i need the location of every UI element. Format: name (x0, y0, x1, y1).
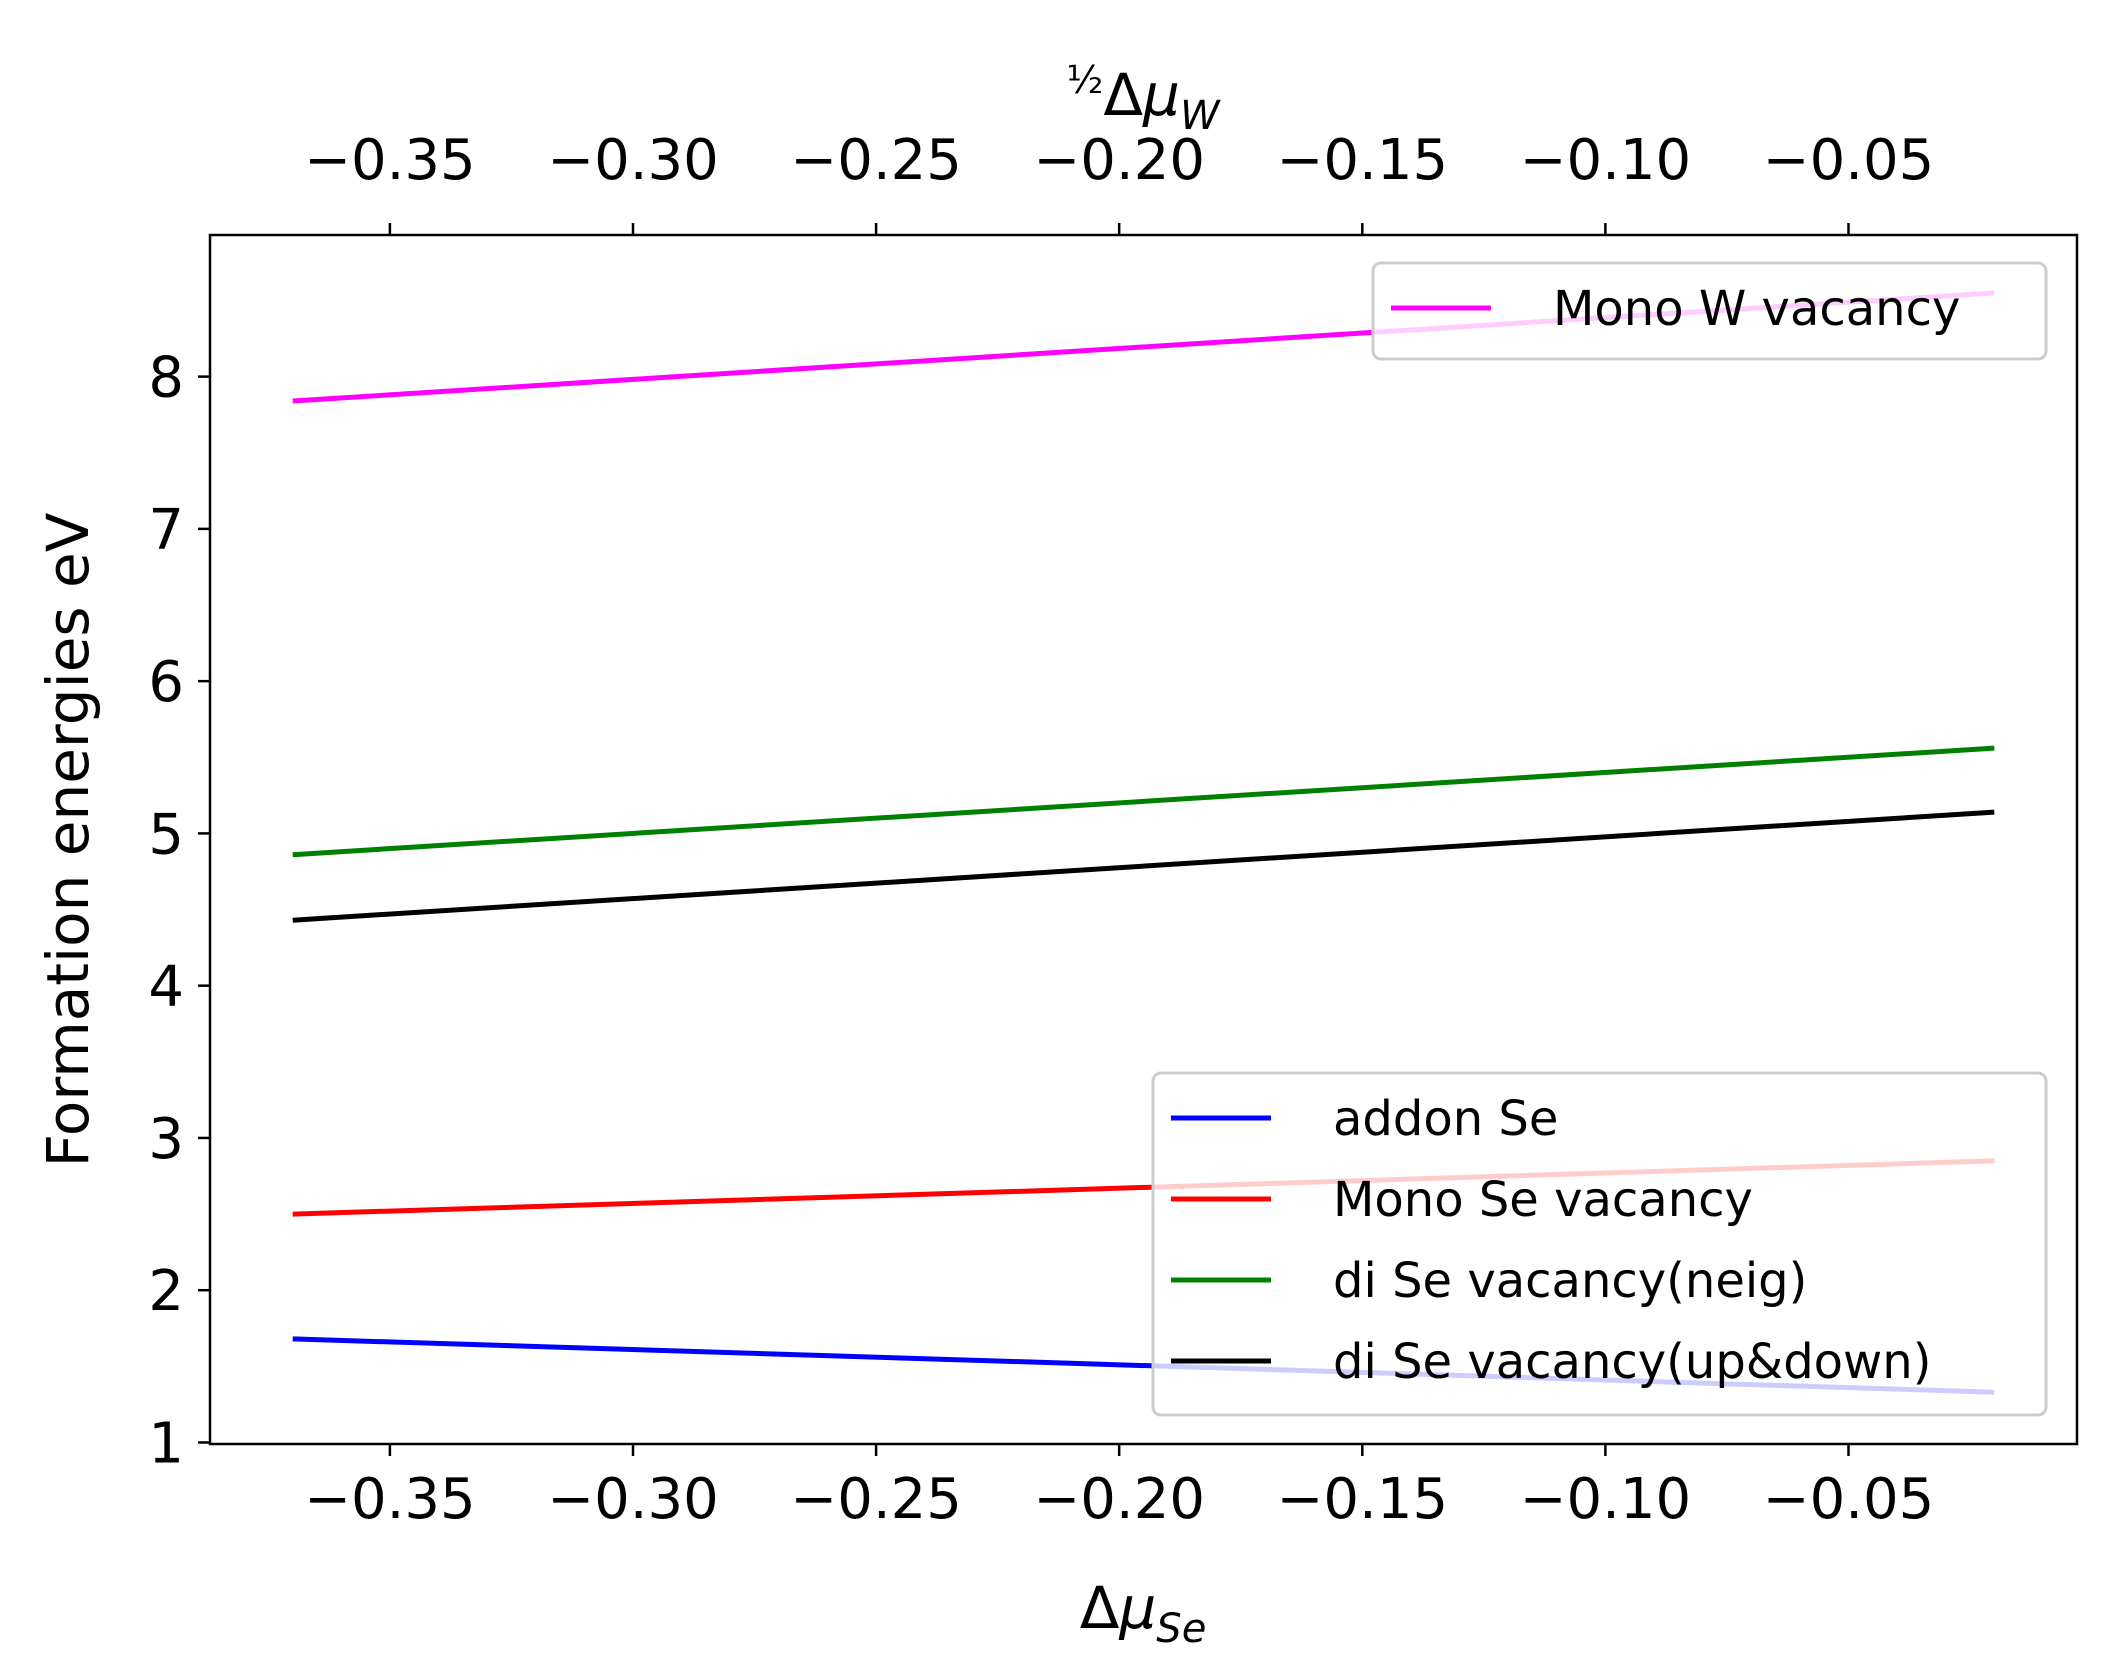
legend-top-right: Mono W vacancy (1371, 261, 2048, 361)
x2-axis-label-half: ½ (1067, 58, 1104, 102)
x-tick-label-bottom: −0.35 (304, 1467, 476, 1532)
x2-axis-label-sub: W (1180, 93, 1221, 139)
legend-bottom-right: addon Se Mono Se vacancy di Se vacancy(nei… (1151, 1071, 2048, 1417)
y-tick-label: 6 (148, 650, 184, 715)
y-tick-label: 1 (148, 1411, 184, 1476)
x-tick-label-bottom: −0.05 (1763, 1467, 1935, 1532)
y-tick-label: 7 (148, 498, 184, 563)
legend-entry: Mono Se vacancy (1333, 1172, 1753, 1228)
y-tick-label: 3 (148, 1107, 184, 1172)
x-tick-label-bottom: −0.25 (790, 1467, 962, 1532)
x-tick-label-top: −0.05 (1763, 128, 1935, 193)
plot-frame (208, 233, 2079, 1446)
x-tick-label-top: −0.30 (547, 128, 719, 193)
x-tick-label-bottom: −0.20 (1033, 1467, 1205, 1532)
x-tick-label-bottom: −0.15 (1276, 1467, 1448, 1532)
x-tick-label-bottom: −0.30 (547, 1467, 719, 1532)
series-line-3 (292, 745, 1995, 858)
legend-frame (1151, 1071, 2048, 1417)
y-axis-label: Formation energies eV (34, 512, 102, 1167)
y-tick-label: 5 (148, 802, 184, 867)
x-axis-label-sub: Se (1156, 1606, 1206, 1652)
legend-entry: addon Se (1333, 1091, 1558, 1147)
x-axis-label: ΔμSe (1080, 1574, 1207, 1652)
x-tick-label-top: −0.25 (790, 128, 962, 193)
legend-entry: di Se vacancy(neig) (1333, 1253, 1807, 1309)
x-tick-label-top: −0.15 (1276, 128, 1448, 193)
legend-entry: Mono W vacancy (1553, 281, 1960, 337)
x-tick-label-top: −0.20 (1033, 128, 1205, 193)
x2-axis-label: ½ΔμW (1067, 58, 1221, 139)
ticks-layer: −0.35 −0.35 −0.30 −0.30 −0.25 −0.25 −0.20 −0.20… (148, 128, 1934, 1532)
legend-frame (1371, 261, 2048, 361)
y-tick-label: 4 (148, 955, 184, 1020)
x-tick-label-top: −0.35 (304, 128, 476, 193)
legend-entry: di Se vacancy(up&down) (1333, 1334, 1931, 1390)
y-tick-label: 2 (148, 1259, 184, 1324)
y-tick-label: 8 (148, 346, 184, 411)
x-tick-label-bottom: −0.10 (1520, 1467, 1692, 1532)
x-tick-label-top: −0.10 (1520, 128, 1692, 193)
series-line-4 (292, 809, 1995, 923)
